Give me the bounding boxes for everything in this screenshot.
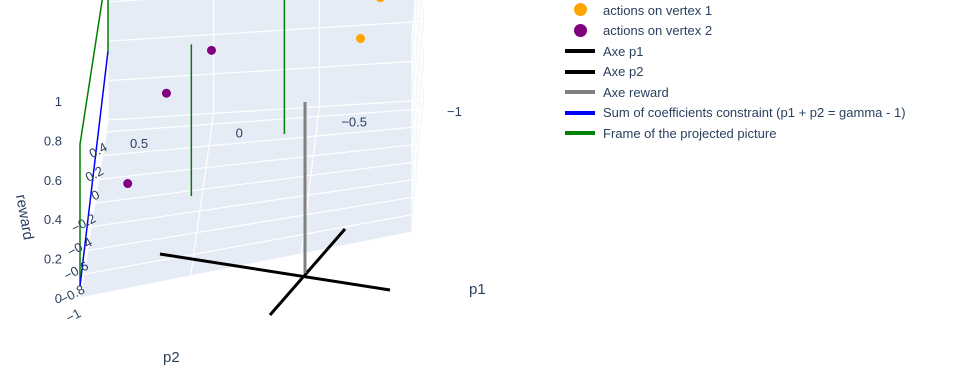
legend-item-vertex-1[interactable]: actions on vertex 1: [560, 0, 712, 20]
data-point-2: [161, 88, 171, 98]
grid-line-p2-floor: [94, 161, 420, 204]
grid-line-p2-floor: [79, 231, 413, 299]
legend-label: actions on vertex 2: [603, 23, 713, 38]
data-point-2: [206, 45, 216, 55]
x-tick-label: 0: [236, 125, 243, 140]
grid-line-p1-floor: [79, 119, 109, 299]
grid-line-p2-floor: [87, 196, 416, 252]
z-tick-label: 0: [55, 291, 62, 306]
grid-line-p2-floor: [106, 108, 425, 133]
y-tick-label: 0.2: [83, 163, 106, 185]
legend-line-icon: [560, 123, 600, 143]
legend-line-icon: [560, 41, 600, 61]
frame-outline-line: [79, 0, 109, 287]
y-axis-title: p2: [163, 349, 180, 366]
grid-line-z-right: [107, 20, 426, 42]
grid-line-z-left: [411, 60, 426, 193]
legend-marker-icon: [560, 21, 600, 41]
data-point-2: [123, 179, 133, 189]
constraint-line: [79, 50, 109, 287]
legend-label: Axe p1: [603, 43, 644, 59]
data-point-1: [356, 34, 366, 44]
legend-item-axe-reward[interactable]: Axe reward: [560, 82, 669, 102]
legend-line-icon: [560, 62, 600, 82]
legend-line-icon: [560, 103, 600, 123]
legend-line-icon: [560, 82, 600, 102]
z-tick-label: 1: [55, 94, 62, 109]
data-point-1: [376, 0, 385, 3]
z-tick-label: 0.2: [44, 252, 62, 267]
legend-label: Sum of coefficients constraint (p1 + p2 …: [603, 105, 906, 120]
grid-line-p2-floor: [91, 178, 418, 228]
x-tick-label: −0.5: [341, 115, 367, 130]
grid-line-z-left: [411, 99, 426, 233]
z-tick-label: 0.4: [44, 212, 62, 227]
grid-line-z-right: [107, 60, 426, 82]
grid-line-z-right: [107, 99, 426, 121]
legend-item-vertex-2[interactable]: actions on vertex 2: [560, 21, 712, 41]
x-tick-label: 0.5: [130, 136, 148, 151]
back-wall-p2: [108, 0, 425, 120]
z-tick-label: 0.6: [44, 173, 62, 188]
grid-line-z-left: [411, 0, 417, 36]
legend-label: actions on vertex 1: [603, 2, 713, 18]
legend-item-axe-p2[interactable]: Axe p2: [560, 62, 643, 82]
z-axis-title: reward: [12, 193, 37, 241]
z-tick-label: 0.8: [44, 133, 62, 148]
legend-label: Axe p2: [603, 64, 644, 79]
grid-line-z-left: [411, 21, 426, 154]
legend-item-constraint[interactable]: Sum of coefficients constraint (p1 + p2 …: [560, 103, 906, 123]
grid-line-z-left: [411, 0, 424, 114]
x-axis-title: p1: [469, 281, 486, 298]
3d-scatter-plot[interactable]: 00.20.40.60.81−1−0.500.5−1−0.8−0.6−0.4−0…: [0, 0, 560, 373]
legend-item-frame[interactable]: Frame of the projected picture: [560, 123, 776, 143]
axe-p1-line: [159, 252, 391, 292]
grid-line-z-left: [411, 0, 420, 75]
legend-marker-icon: [560, 0, 600, 20]
legend-label: Axe reward: [603, 84, 669, 100]
axe-p2-line: [268, 228, 347, 316]
grid-line-p2-floor: [83, 213, 414, 275]
grid-line-p1-floor: [190, 113, 215, 277]
legend-item-axe-p1[interactable]: Axe p1: [560, 41, 643, 61]
x-tick-label: −1: [447, 104, 462, 119]
y-tick-label: 0.4: [87, 139, 110, 161]
legend-label: Frame of the projected picture: [603, 125, 777, 141]
y-tick-label: −1: [63, 305, 83, 325]
grid-line-p2-floor: [102, 125, 423, 157]
grid-line-p2-floor: [98, 143, 421, 180]
